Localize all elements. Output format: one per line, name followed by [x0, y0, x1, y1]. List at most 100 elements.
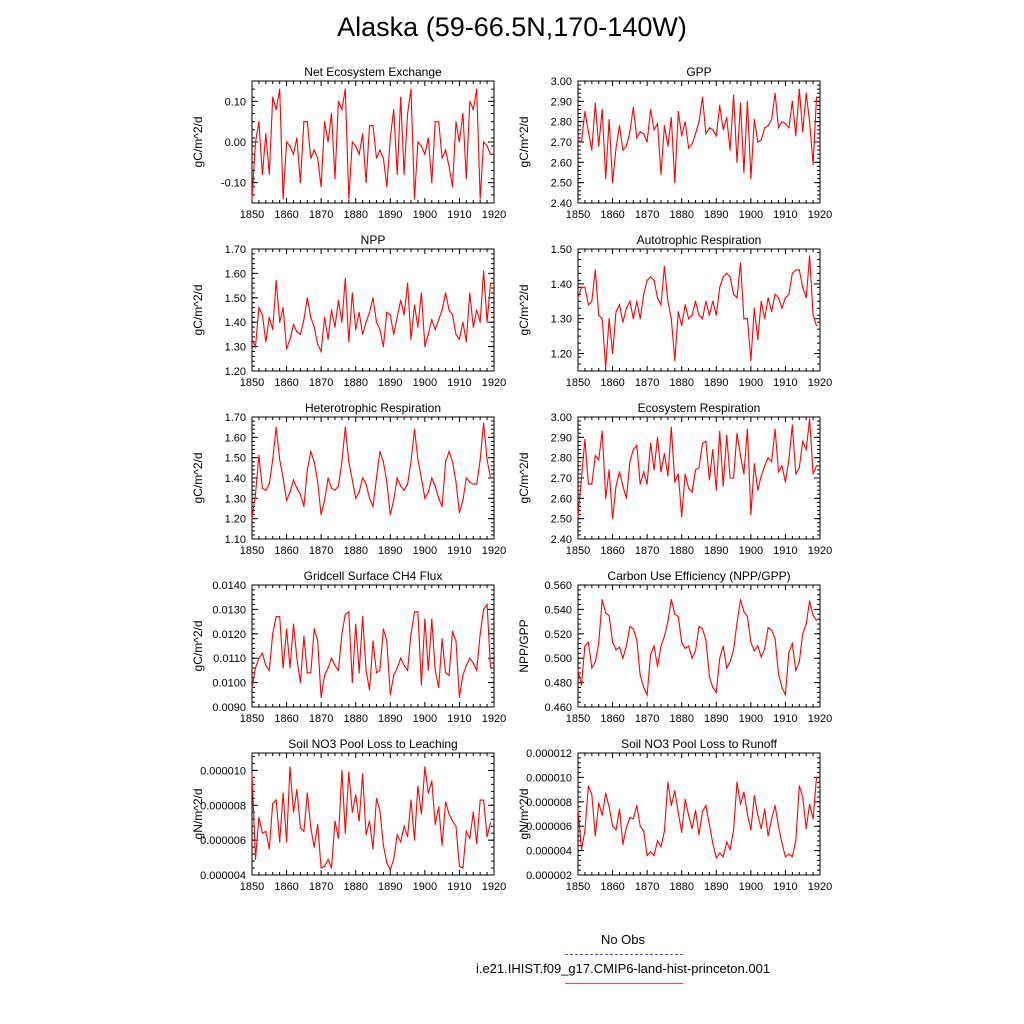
data-point	[483, 270, 485, 272]
data-point	[282, 667, 284, 669]
x-tick-label: 1900	[413, 377, 437, 389]
data-point	[622, 321, 624, 323]
data-point	[341, 461, 343, 463]
data-point	[403, 489, 405, 491]
data-point	[448, 309, 450, 311]
y-tick-label: 1.30	[225, 493, 246, 505]
data-point	[289, 145, 291, 147]
data-point	[764, 647, 766, 650]
data-point	[306, 297, 308, 299]
data-point	[809, 803, 811, 805]
data-point	[486, 459, 488, 461]
data-point	[743, 791, 745, 793]
data-point	[667, 300, 669, 302]
data-point	[310, 316, 312, 318]
data-point	[764, 808, 766, 810]
data-point	[431, 182, 433, 184]
data-point	[341, 321, 343, 323]
data-point	[324, 674, 326, 676]
data-point	[431, 319, 433, 321]
data-point	[396, 173, 398, 176]
data-point	[774, 428, 776, 430]
y-tick-label: 2.60	[551, 493, 572, 505]
data-point	[455, 481, 457, 483]
data-point	[462, 112, 464, 115]
data-point	[368, 125, 371, 127]
data-point	[324, 316, 326, 318]
data-point	[258, 455, 260, 457]
data-point	[805, 297, 807, 299]
data-point	[341, 633, 343, 635]
data-point	[348, 461, 350, 463]
x-tick-label: 1880	[343, 545, 367, 557]
data-point	[746, 428, 749, 430]
x-tick-label: 1850	[240, 713, 264, 725]
data-point	[268, 173, 270, 176]
data-point	[681, 135, 683, 137]
data-point	[296, 487, 298, 489]
data-point	[726, 667, 728, 669]
data-point	[632, 106, 634, 109]
data-point	[362, 133, 364, 135]
data-point	[774, 638, 776, 640]
legend-case-line	[565, 983, 683, 984]
data-point	[598, 145, 600, 147]
data-point	[660, 173, 662, 176]
data-point	[674, 790, 676, 792]
data-point	[406, 483, 409, 485]
x-tick-label: 1910	[773, 377, 797, 389]
data-point	[643, 686, 645, 689]
data-point	[656, 436, 659, 438]
data-point	[379, 149, 381, 151]
data-point	[368, 311, 371, 314]
data-point	[746, 318, 749, 320]
x-tick-label: 1880	[669, 377, 693, 389]
legend-obs-label: No Obs	[600, 932, 646, 947]
data-point	[375, 672, 378, 674]
y-tick-label: 3.00	[551, 412, 572, 424]
data-point	[639, 131, 641, 133]
data-point	[438, 319, 440, 321]
data-point	[681, 831, 683, 833]
data-point	[618, 646, 621, 648]
y-tick-label: 0.0100	[212, 678, 246, 690]
data-point	[486, 145, 488, 147]
data-point	[802, 796, 804, 798]
data-point	[646, 141, 648, 143]
data-point	[632, 628, 634, 630]
data-point	[282, 792, 284, 794]
y-tick-label: 0.000008	[200, 800, 246, 812]
x-tick-label: 1900	[413, 209, 437, 221]
data-point	[476, 88, 478, 90]
data-point	[268, 483, 270, 485]
x-tick-label: 1860	[274, 713, 298, 725]
x-tick-label: 1920	[482, 545, 506, 557]
data-point	[598, 459, 600, 461]
x-tick-label: 1850	[240, 545, 264, 557]
data-point	[788, 651, 790, 653]
data-point	[746, 100, 749, 102]
data-point	[462, 867, 464, 869]
data-point	[694, 133, 697, 135]
data-point	[812, 614, 814, 617]
data-point	[615, 649, 617, 651]
series-line	[577, 777, 818, 860]
data-point	[462, 674, 464, 676]
data-point	[667, 145, 669, 147]
data-point	[420, 684, 422, 686]
data-point	[292, 153, 295, 155]
data-point	[413, 611, 416, 613]
data-point	[688, 814, 690, 816]
x-tick-label: 1850	[566, 881, 590, 893]
data-point	[653, 854, 655, 857]
data-point	[406, 282, 409, 284]
data-point	[334, 820, 336, 822]
data-point	[279, 616, 281, 618]
data-point	[694, 809, 697, 811]
y-tick-label: 1.60	[225, 432, 246, 444]
data-point	[719, 852, 721, 854]
data-point	[757, 141, 759, 143]
x-tick-label: 1870	[635, 713, 659, 725]
data-point	[351, 682, 353, 684]
